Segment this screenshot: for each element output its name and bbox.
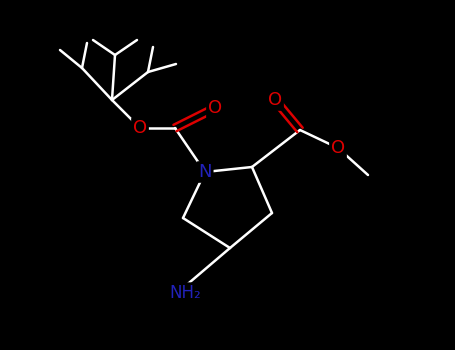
Text: O: O: [133, 119, 147, 137]
Text: N: N: [198, 163, 212, 181]
Text: O: O: [331, 139, 345, 157]
Text: NH₂: NH₂: [169, 284, 201, 302]
Text: O: O: [208, 99, 222, 117]
Text: O: O: [268, 91, 282, 109]
